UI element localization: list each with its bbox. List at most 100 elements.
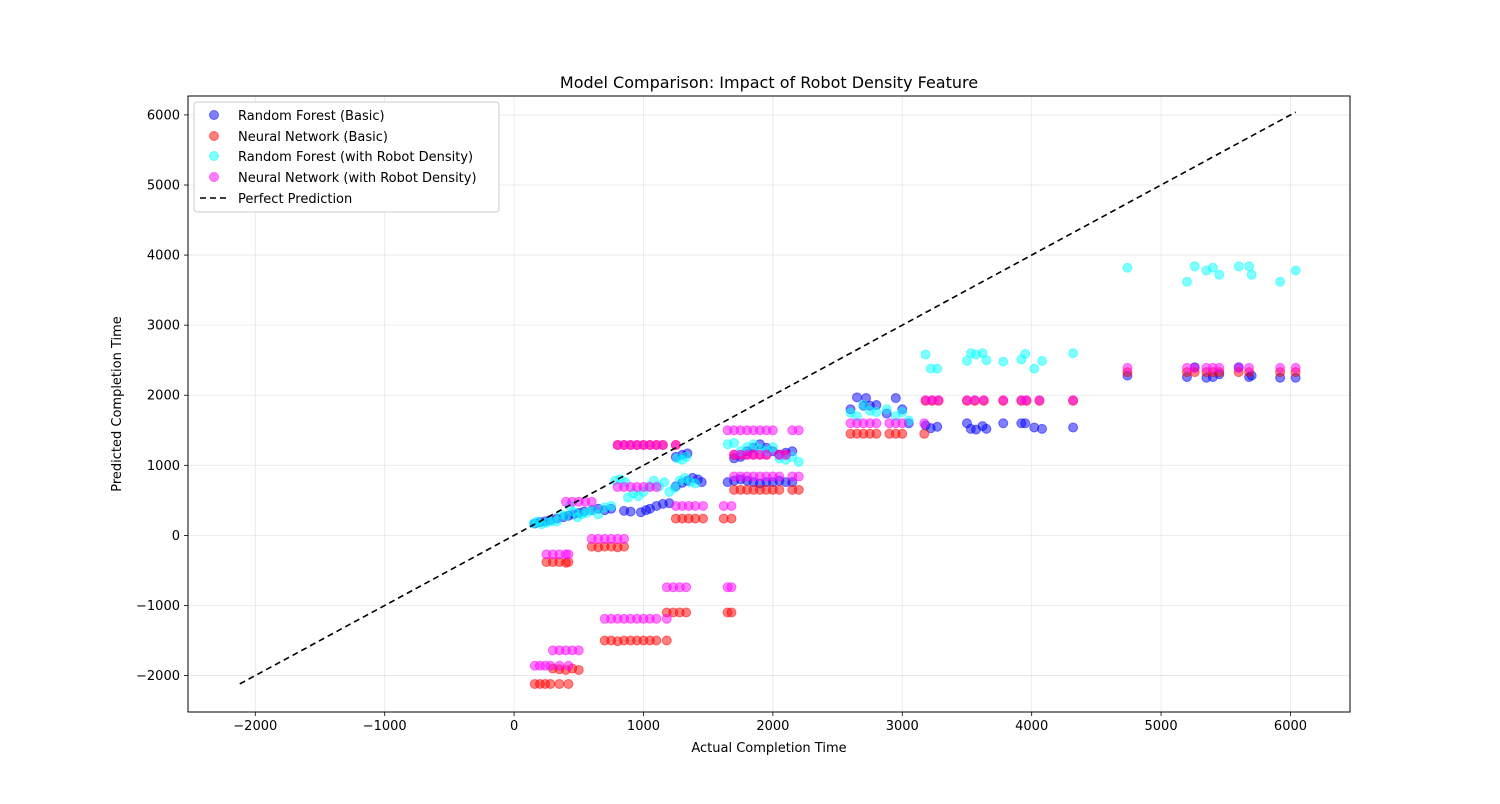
legend-box: [193, 101, 500, 213]
data-point: [1233, 362, 1244, 373]
data-point: [1244, 261, 1255, 272]
data-point: [573, 645, 584, 656]
data-point: [793, 456, 804, 467]
data-point: [932, 421, 943, 432]
data-point: [726, 513, 737, 524]
data-point: [761, 449, 772, 460]
legend-label-rf-basic: Random Forest (Basic): [238, 109, 385, 124]
y-axis-label: Predicted Completion Time: [110, 316, 125, 492]
data-point: [681, 582, 692, 593]
data-point: [780, 449, 791, 460]
data-point: [858, 400, 869, 411]
data-point: [1207, 262, 1218, 273]
data-point: [1020, 348, 1031, 359]
legend-marker-nn-density: [209, 172, 219, 182]
data-point: [1021, 395, 1032, 406]
series-1: [529, 367, 1301, 689]
data-point: [981, 423, 992, 434]
data-point: [563, 678, 574, 689]
data-point: [890, 393, 901, 404]
x-tick-label: 0: [510, 719, 518, 734]
data-point: [563, 549, 574, 560]
data-point: [681, 607, 692, 618]
data-point: [1020, 418, 1031, 429]
data-point: [1034, 395, 1045, 406]
data-point: [554, 678, 565, 689]
y-tick-label: 6000: [147, 108, 180, 123]
series-3: [529, 362, 1301, 671]
data-point: [1189, 261, 1200, 272]
data-point: [981, 355, 992, 366]
data-point: [767, 442, 778, 453]
data-point: [1037, 355, 1048, 366]
y-tick-label: −2000: [136, 669, 180, 684]
data-point: [998, 395, 1009, 406]
data-point: [1214, 362, 1225, 373]
data-point: [774, 484, 785, 495]
data-point: [920, 349, 931, 360]
legend-label-rf-density: Random Forest (with Robot Density): [238, 150, 473, 165]
legend-label-perfect-prediction: Perfect Prediction: [238, 192, 352, 207]
data-point: [871, 407, 882, 418]
data-point: [1290, 265, 1301, 276]
data-point: [1037, 423, 1048, 434]
data-point: [998, 356, 1009, 367]
data-point: [897, 407, 908, 418]
data-point: [625, 506, 636, 517]
data-point: [1068, 395, 1079, 406]
data-point: [726, 607, 737, 618]
grid-lines: [188, 96, 1350, 712]
data-point: [793, 484, 804, 495]
data-point: [651, 613, 662, 624]
data-point: [661, 613, 672, 624]
legend-label-nn-basic: Neural Network (Basic): [238, 130, 388, 145]
data-point: [1275, 362, 1286, 373]
data-point: [657, 439, 668, 450]
data-point: [659, 477, 670, 488]
y-tick-label: −1000: [136, 599, 180, 614]
data-point: [961, 355, 972, 366]
legend-label-nn-density: Neural Network (with Robot Density): [238, 171, 477, 186]
x-tick-label: 3000: [886, 719, 919, 734]
data-point: [690, 478, 701, 489]
data-point: [563, 660, 574, 671]
plot-frame: [187, 95, 1351, 713]
x-tick-label: 5000: [1145, 719, 1178, 734]
data-point: [669, 482, 680, 493]
data-point: [1029, 363, 1040, 374]
perfect-prediction-line-group: [239, 111, 1297, 685]
data-point: [793, 471, 804, 482]
data-point: [871, 418, 882, 429]
perfect-prediction-line: [239, 111, 1297, 685]
legend-marker-nn-basic: [209, 131, 219, 141]
y-tick-label: 3000: [147, 319, 180, 334]
data-point: [1122, 262, 1133, 273]
data-point: [726, 500, 737, 511]
data-point: [545, 678, 556, 689]
data-point: [978, 395, 989, 406]
data-point: [698, 500, 709, 511]
chart-title: Model Comparison: Impact of Robot Densit…: [560, 73, 978, 92]
legend-marker-rf-basic: [209, 110, 219, 120]
data-point: [1290, 362, 1301, 373]
y-tick-label: 0: [172, 529, 180, 544]
data-point: [871, 428, 882, 439]
data-point: [1233, 261, 1244, 272]
data-point: [573, 664, 584, 675]
data-point: [897, 428, 908, 439]
data-point: [681, 451, 692, 462]
data-point: [586, 496, 597, 507]
data-point: [969, 395, 980, 406]
data-point: [651, 635, 662, 646]
data-point: [698, 513, 709, 524]
x-tick-label: −2000: [233, 719, 277, 734]
data-point: [651, 482, 662, 493]
data-points: [528, 261, 1301, 689]
x-tick-label: −1000: [363, 719, 407, 734]
y-tick-label: 1000: [147, 459, 180, 474]
data-point: [933, 395, 944, 406]
data-point: [1122, 362, 1133, 373]
data-point: [774, 471, 785, 482]
